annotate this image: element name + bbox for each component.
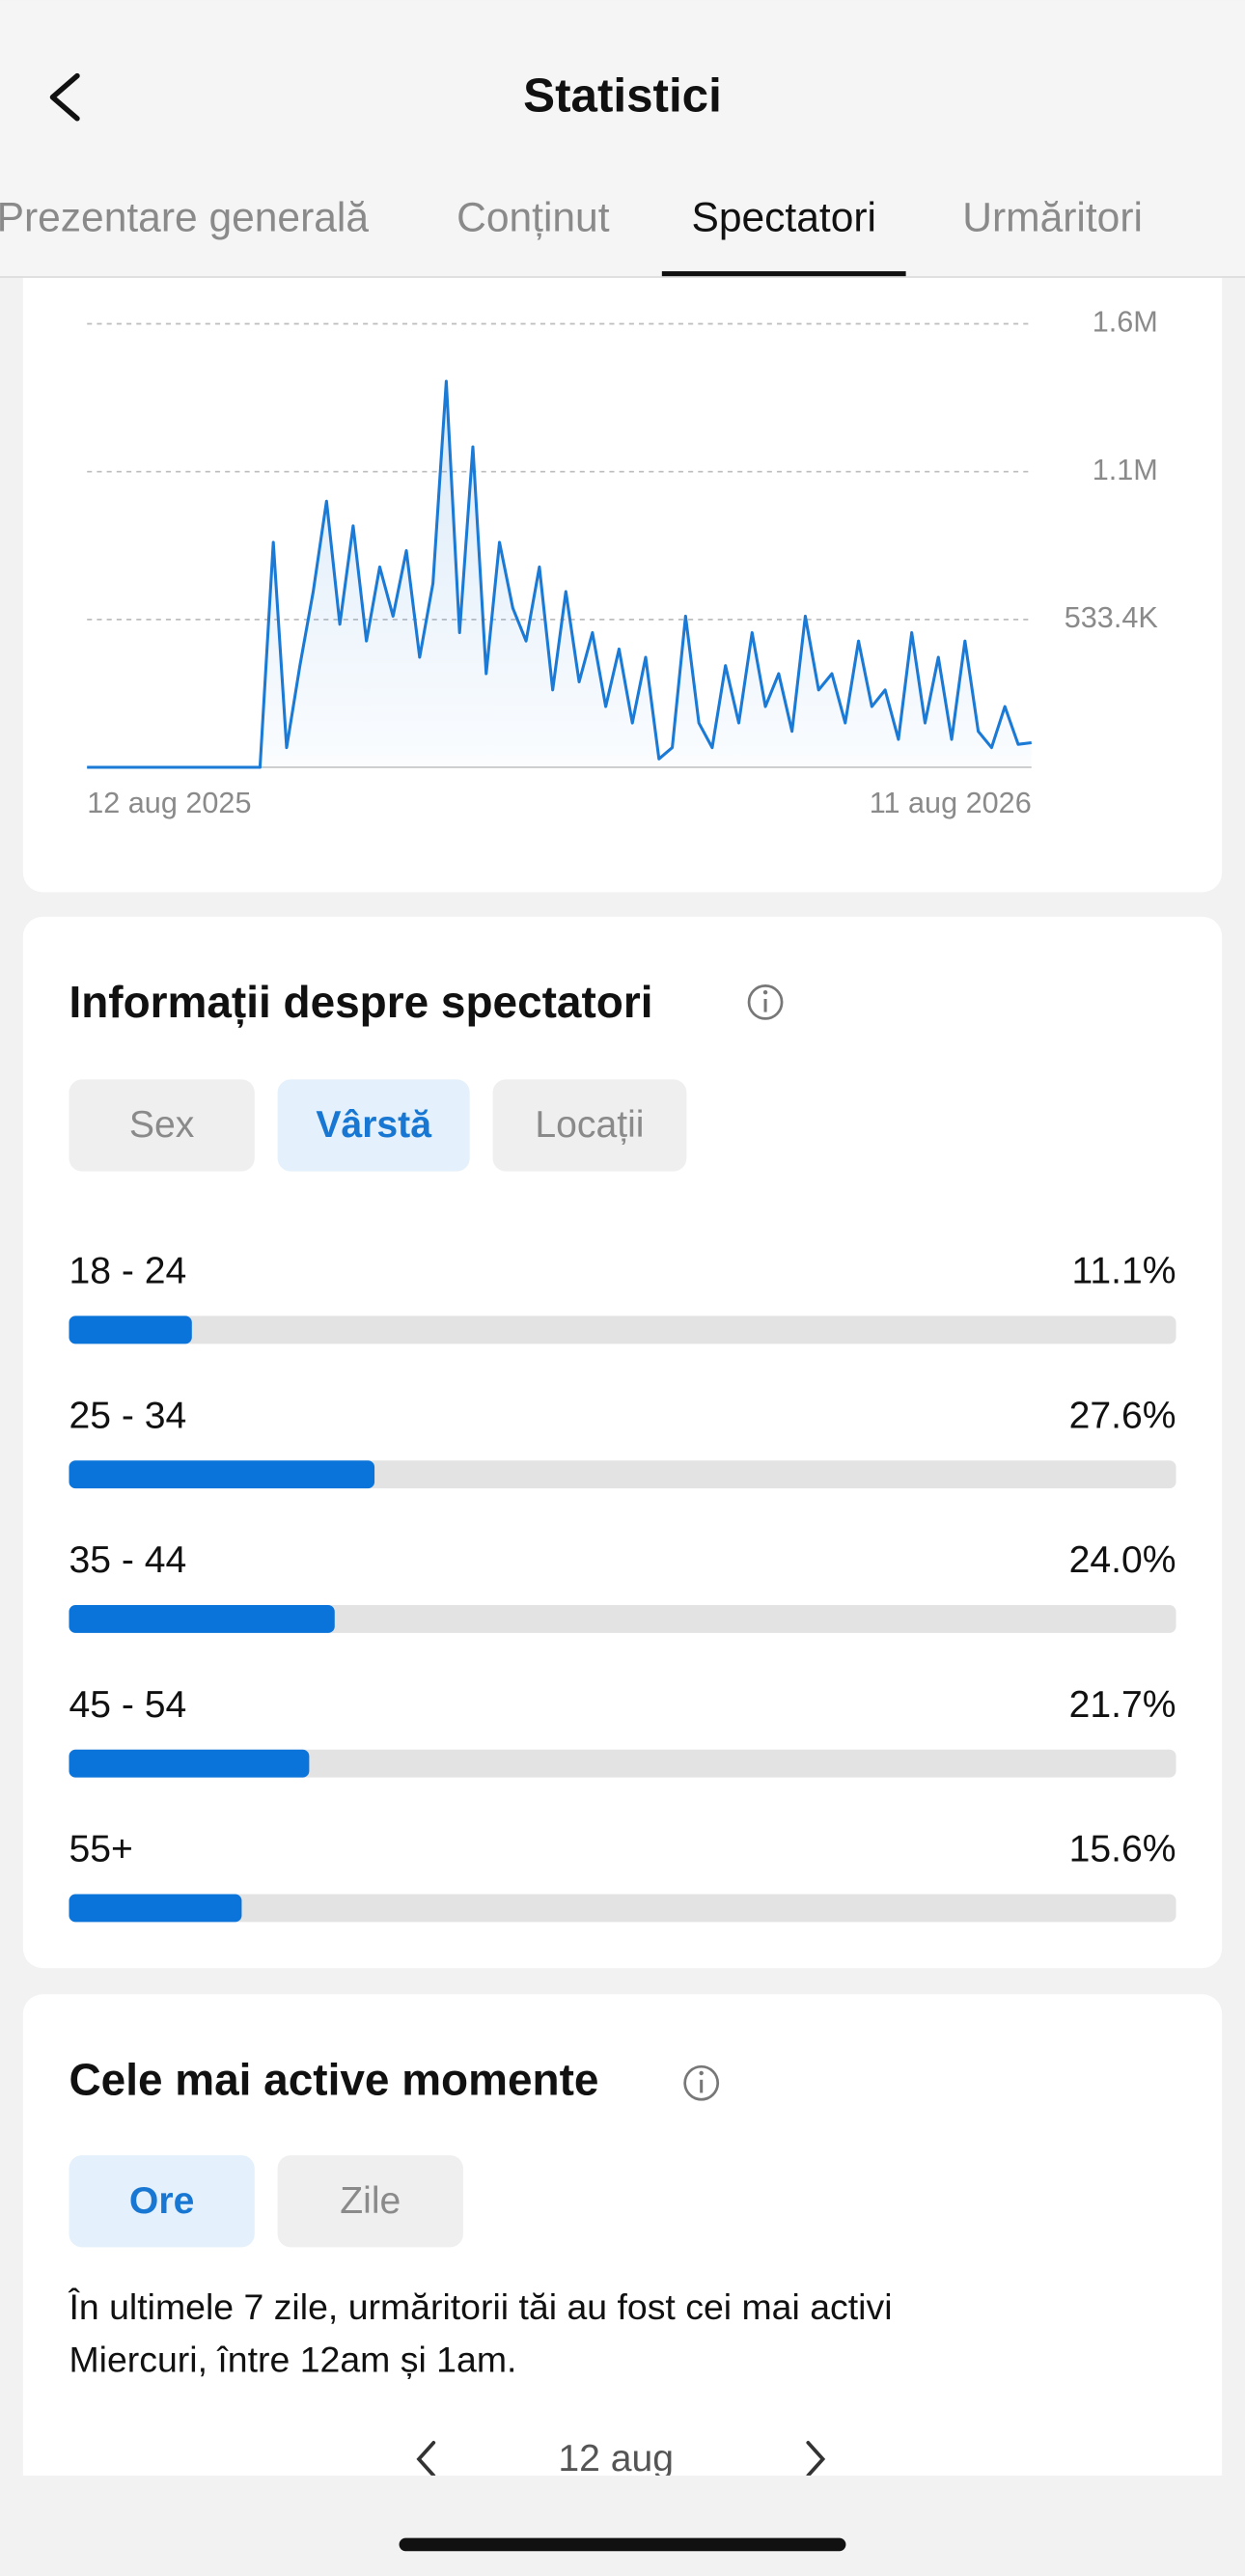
age-label: 55+ — [69, 1829, 132, 1870]
age-label: 45 - 54 — [69, 1684, 186, 1726]
bar — [69, 1316, 192, 1344]
value-label: 27.6% — [1069, 1395, 1176, 1436]
y-tick-label: 1.1M — [1093, 454, 1158, 486]
summary-line: Miercuri, între 12am și 1am. — [69, 2339, 516, 2379]
moments: În ultimele 7 zile, urmăritorii tăi au f… — [68, 2155, 893, 2479]
next-day[interactable] — [806, 2441, 826, 2476]
bar — [69, 1604, 335, 1633]
filter-button[interactable] — [69, 1079, 255, 1172]
value-label: 15.6% — [1069, 1829, 1176, 1870]
filter-label[interactable]: Sex — [129, 1104, 195, 1146]
tab-underline — [661, 271, 906, 277]
tabs: Prezentare generală Conținut Spectatori Urm… — [0, 195, 1143, 277]
info-icon[interactable] — [683, 2064, 720, 2101]
section-title: Informații despre spectatori — [69, 977, 652, 1028]
tab[interactable]: Prezentare generală — [0, 195, 369, 241]
filter-label[interactable]: Locații — [535, 1104, 644, 1146]
views-chart: 533.4K 1.1M 1.6M 12 aug 2025 11 aug 2026 — [87, 306, 1159, 819]
page-title: Statistici — [523, 69, 722, 122]
bar — [69, 1894, 242, 1923]
x-tick-label: 11 aug 2026 — [870, 787, 1032, 819]
bar-track — [69, 1894, 1176, 1923]
bar — [69, 1460, 375, 1489]
value-label: 21.7% — [1069, 1684, 1176, 1726]
summary-line: În ultimele 7 zile, urmăritorii tăi au f… — [68, 2286, 892, 2327]
audience-card — [22, 916, 1223, 1969]
line — [87, 379, 1032, 769]
area — [87, 381, 1032, 768]
age-label: 35 - 44 — [69, 1539, 186, 1581]
filter-button[interactable] — [277, 2155, 463, 2248]
filter-button[interactable] — [492, 1079, 687, 1172]
header — [0, 0, 1245, 277]
back-button[interactable] — [49, 72, 80, 122]
bar — [69, 1749, 310, 1778]
bar-track — [69, 1749, 1176, 1778]
audience-bars: Sex Vârstă Locații 18 - 24 11.1% 25 - 34 27.6%… — [69, 1079, 1176, 1923]
bar-track — [69, 1316, 1176, 1344]
bar-track — [69, 1604, 1176, 1633]
moments-card — [22, 1994, 1223, 2476]
filter-button[interactable] — [277, 1079, 470, 1172]
age-label: 25 - 34 — [69, 1395, 186, 1436]
x-tick-label: 12 aug 2025 — [87, 787, 251, 819]
y-tick-label: 1.6M — [1093, 306, 1158, 339]
section-title: Cele mai active momente — [69, 2054, 598, 2104]
tab[interactable]: Conținut — [456, 195, 610, 241]
value-label: 11.1% — [1071, 1251, 1176, 1292]
date-label: 12 aug — [558, 2438, 674, 2479]
filter-label[interactable]: Zile — [340, 2180, 401, 2222]
home-indicator — [399, 2537, 846, 2552]
info-icon[interactable] — [747, 983, 784, 1020]
tab[interactable]: Urmăritori — [962, 195, 1143, 241]
filter-button[interactable] — [69, 2155, 255, 2248]
prev-day[interactable] — [416, 2441, 436, 2476]
filter-label[interactable]: Ore — [129, 2180, 194, 2222]
value-label: 24.0% — [1069, 1539, 1176, 1581]
filter-label[interactable]: Vârstă — [316, 1104, 432, 1146]
tab[interactable]: Spectatori — [691, 195, 876, 241]
age-label: 18 - 24 — [69, 1251, 186, 1292]
y-tick-label: 533.4K — [1065, 601, 1159, 634]
